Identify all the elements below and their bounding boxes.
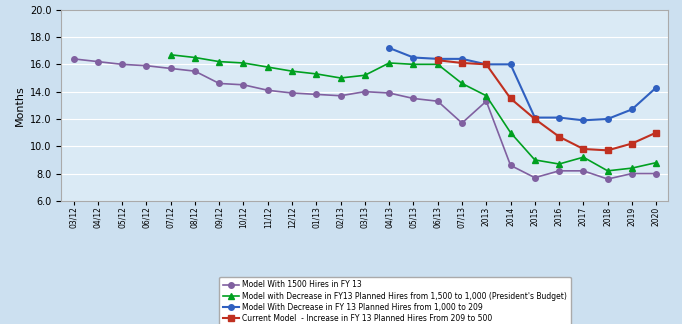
Model With 1500 Hires in FY 13 bbox=[166, 66, 175, 70]
Model With 1500 Hires in FY 13 bbox=[191, 69, 199, 73]
Model With 1500 Hires in FY 13 bbox=[312, 92, 321, 96]
Current Model  - Increase in FY 13 Planned Hires From 209 to 500 bbox=[579, 147, 587, 151]
Model With Decrease in FY 13 Planned Hires from 1,000 to 209 bbox=[579, 118, 587, 122]
Model With 1500 Hires in FY 13 bbox=[215, 82, 223, 86]
Model With 1500 Hires in FY 13 bbox=[507, 163, 515, 167]
Model with Decrease in FY13 Planned Hires from 1,500 to 1,000 (President's Budget) bbox=[652, 161, 660, 165]
Model with Decrease in FY13 Planned Hires from 1,500 to 1,000 (President's Budget) bbox=[531, 158, 539, 162]
Current Model  - Increase in FY 13 Planned Hires From 209 to 500 bbox=[555, 135, 563, 139]
Model with Decrease in FY13 Planned Hires from 1,500 to 1,000 (President's Budget) bbox=[434, 63, 442, 66]
Model With Decrease in FY 13 Planned Hires from 1,000 to 209 bbox=[531, 116, 539, 120]
Current Model  - Increase in FY 13 Planned Hires From 209 to 500 bbox=[531, 117, 539, 121]
Model With 1500 Hires in FY 13 bbox=[652, 172, 660, 176]
Model with Decrease in FY13 Planned Hires from 1,500 to 1,000 (President's Budget) bbox=[579, 155, 587, 159]
Model With 1500 Hires in FY 13 bbox=[579, 169, 587, 173]
Model With 1500 Hires in FY 13 bbox=[143, 64, 151, 68]
Model with Decrease in FY13 Planned Hires from 1,500 to 1,000 (President's Budget) bbox=[191, 56, 199, 60]
Model with Decrease in FY13 Planned Hires from 1,500 to 1,000 (President's Budget) bbox=[312, 72, 321, 76]
Model with Decrease in FY13 Planned Hires from 1,500 to 1,000 (President's Budget) bbox=[288, 69, 296, 73]
Model with Decrease in FY13 Planned Hires from 1,500 to 1,000 (President's Budget) bbox=[628, 166, 636, 170]
Model With 1500 Hires in FY 13 bbox=[628, 172, 636, 176]
Model With 1500 Hires in FY 13 bbox=[531, 176, 539, 179]
Y-axis label: Months: Months bbox=[14, 85, 25, 126]
Current Model  - Increase in FY 13 Planned Hires From 209 to 500 bbox=[604, 148, 612, 152]
Model With 1500 Hires in FY 13 bbox=[336, 94, 344, 98]
Current Model  - Increase in FY 13 Planned Hires From 209 to 500 bbox=[507, 97, 515, 100]
Model with Decrease in FY13 Planned Hires from 1,500 to 1,000 (President's Budget) bbox=[336, 76, 344, 80]
Current Model  - Increase in FY 13 Planned Hires From 209 to 500 bbox=[458, 61, 466, 65]
Model With 1500 Hires in FY 13 bbox=[434, 99, 442, 103]
Model With Decrease in FY 13 Planned Hires from 1,000 to 209 bbox=[652, 86, 660, 89]
Model With 1500 Hires in FY 13 bbox=[555, 169, 563, 173]
Model With 1500 Hires in FY 13 bbox=[458, 121, 466, 125]
Legend: Model With 1500 Hires in FY 13, Model with Decrease in FY13 Planned Hires from 1: Model With 1500 Hires in FY 13, Model wi… bbox=[220, 277, 571, 324]
Model With Decrease in FY 13 Planned Hires from 1,000 to 209 bbox=[507, 63, 515, 66]
Model With Decrease in FY 13 Planned Hires from 1,000 to 209 bbox=[385, 46, 394, 50]
Model With Decrease in FY 13 Planned Hires from 1,000 to 209 bbox=[628, 108, 636, 111]
Model with Decrease in FY13 Planned Hires from 1,500 to 1,000 (President's Budget) bbox=[458, 82, 466, 86]
Model with Decrease in FY13 Planned Hires from 1,500 to 1,000 (President's Budget) bbox=[239, 61, 248, 65]
Model with Decrease in FY13 Planned Hires from 1,500 to 1,000 (President's Budget) bbox=[482, 94, 490, 98]
Model With Decrease in FY 13 Planned Hires from 1,000 to 209 bbox=[482, 63, 490, 66]
Model With Decrease in FY 13 Planned Hires from 1,000 to 209 bbox=[555, 116, 563, 120]
Model With 1500 Hires in FY 13 bbox=[409, 97, 417, 100]
Model With 1500 Hires in FY 13 bbox=[264, 88, 272, 92]
Current Model  - Increase in FY 13 Planned Hires From 209 to 500 bbox=[434, 58, 442, 62]
Model with Decrease in FY13 Planned Hires from 1,500 to 1,000 (President's Budget) bbox=[385, 61, 394, 65]
Line: Current Model  - Increase in FY 13 Planned Hires From 209 to 500: Current Model - Increase in FY 13 Planne… bbox=[435, 57, 659, 153]
Model with Decrease in FY13 Planned Hires from 1,500 to 1,000 (President's Budget) bbox=[166, 53, 175, 57]
Model with Decrease in FY13 Planned Hires from 1,500 to 1,000 (President's Budget) bbox=[215, 60, 223, 64]
Model With 1500 Hires in FY 13 bbox=[604, 177, 612, 181]
Line: Model With 1500 Hires in FY 13: Model With 1500 Hires in FY 13 bbox=[71, 56, 659, 182]
Model With 1500 Hires in FY 13 bbox=[70, 57, 78, 61]
Model with Decrease in FY13 Planned Hires from 1,500 to 1,000 (President's Budget) bbox=[507, 131, 515, 134]
Model with Decrease in FY13 Planned Hires from 1,500 to 1,000 (President's Budget) bbox=[555, 162, 563, 166]
Model With Decrease in FY 13 Planned Hires from 1,000 to 209 bbox=[434, 57, 442, 61]
Model with Decrease in FY13 Planned Hires from 1,500 to 1,000 (President's Budget) bbox=[361, 73, 369, 77]
Model With 1500 Hires in FY 13 bbox=[385, 91, 394, 95]
Model With 1500 Hires in FY 13 bbox=[361, 90, 369, 94]
Model With 1500 Hires in FY 13 bbox=[482, 99, 490, 103]
Model with Decrease in FY13 Planned Hires from 1,500 to 1,000 (President's Budget) bbox=[264, 65, 272, 69]
Current Model  - Increase in FY 13 Planned Hires From 209 to 500 bbox=[652, 131, 660, 134]
Model with Decrease in FY13 Planned Hires from 1,500 to 1,000 (President's Budget) bbox=[409, 63, 417, 66]
Model With 1500 Hires in FY 13 bbox=[93, 60, 102, 64]
Line: Model With Decrease in FY 13 Planned Hires from 1,000 to 209: Model With Decrease in FY 13 Planned Hir… bbox=[387, 45, 659, 123]
Model With 1500 Hires in FY 13 bbox=[288, 91, 296, 95]
Model with Decrease in FY13 Planned Hires from 1,500 to 1,000 (President's Budget) bbox=[604, 169, 612, 173]
Model With Decrease in FY 13 Planned Hires from 1,000 to 209 bbox=[458, 57, 466, 61]
Model With 1500 Hires in FY 13 bbox=[118, 63, 126, 66]
Current Model  - Increase in FY 13 Planned Hires From 209 to 500 bbox=[628, 142, 636, 145]
Model With Decrease in FY 13 Planned Hires from 1,000 to 209 bbox=[409, 56, 417, 60]
Current Model  - Increase in FY 13 Planned Hires From 209 to 500 bbox=[482, 63, 490, 66]
Model With Decrease in FY 13 Planned Hires from 1,000 to 209 bbox=[604, 117, 612, 121]
Line: Model with Decrease in FY13 Planned Hires from 1,500 to 1,000 (President's Budget): Model with Decrease in FY13 Planned Hire… bbox=[167, 51, 659, 174]
Model With 1500 Hires in FY 13 bbox=[239, 83, 248, 87]
